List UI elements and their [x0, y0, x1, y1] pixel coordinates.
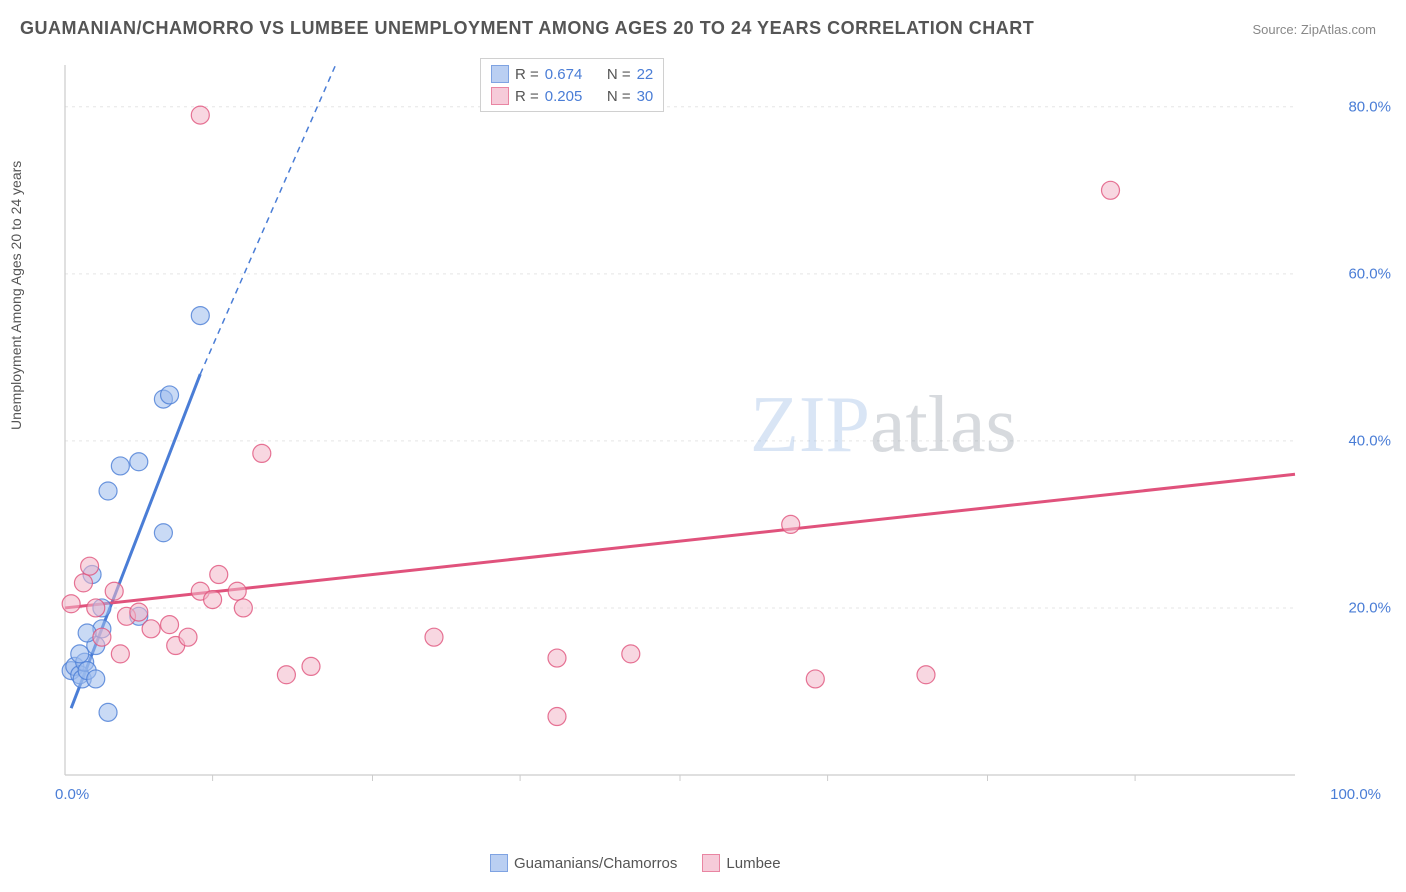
stats-legend: R = 0.674 N = 22 R = 0.205 N = 30	[480, 58, 664, 112]
legend-item: Lumbee	[702, 854, 780, 872]
scatter-chart	[55, 55, 1355, 815]
legend-label: Guamanians/Chamorros	[514, 855, 677, 872]
stats-legend-row: R = 0.674 N = 22	[491, 63, 653, 85]
series-legend: Guamanians/Chamorros Lumbee	[490, 854, 781, 872]
stats-legend-row: R = 0.205 N = 30	[491, 85, 653, 107]
legend-swatch	[491, 87, 509, 105]
y-tick-label: 40.0%	[1348, 432, 1391, 449]
legend-item: Guamanians/Chamorros	[490, 854, 677, 872]
source-label: Source: ZipAtlas.com	[1252, 22, 1376, 37]
legend-swatch	[490, 854, 508, 872]
x-tick-label-left: 0.0%	[55, 786, 89, 803]
y-tick-label: 20.0%	[1348, 599, 1391, 616]
legend-label: Lumbee	[726, 855, 780, 872]
legend-swatch	[491, 65, 509, 83]
chart-area	[55, 55, 1355, 815]
y-axis-label: Unemployment Among Ages 20 to 24 years	[8, 161, 24, 430]
legend-swatch	[702, 854, 720, 872]
x-tick-label-right: 100.0%	[1330, 786, 1381, 803]
chart-title: GUAMANIAN/CHAMORRO VS LUMBEE UNEMPLOYMEN…	[20, 18, 1034, 39]
y-tick-label: 60.0%	[1348, 265, 1391, 282]
y-tick-label: 80.0%	[1348, 98, 1391, 115]
